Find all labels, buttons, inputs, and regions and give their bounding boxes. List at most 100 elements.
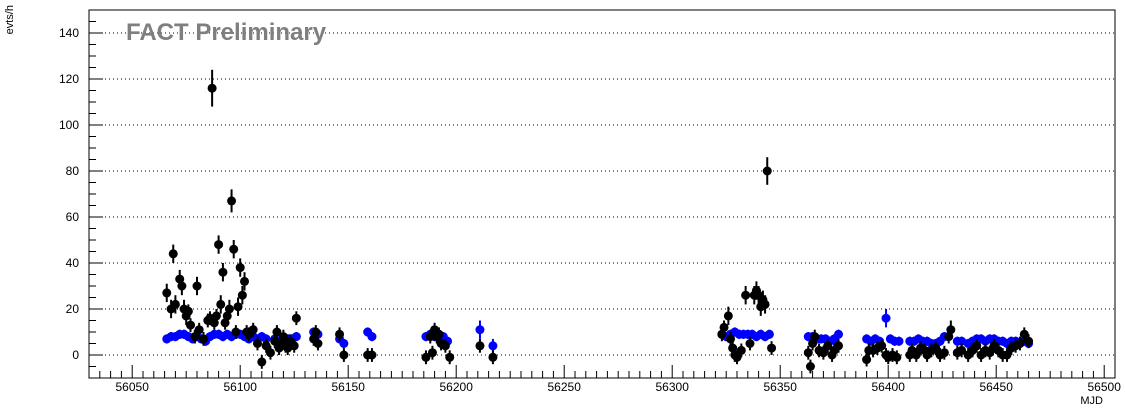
data-point <box>745 339 755 348</box>
data-point <box>278 332 288 342</box>
data-point <box>421 352 431 362</box>
data-point <box>291 332 301 342</box>
data-point <box>834 329 844 339</box>
data-point <box>339 350 349 360</box>
data-point <box>434 329 444 339</box>
data-point <box>488 352 498 362</box>
y-tick-label: 40 <box>66 256 80 270</box>
x-tick-label: 56350 <box>764 380 798 394</box>
x-tick-label: 56050 <box>116 380 150 394</box>
data-point <box>367 350 377 360</box>
data-point <box>177 281 187 291</box>
data-point <box>939 348 949 358</box>
data-point <box>892 352 902 362</box>
data-point <box>235 263 245 273</box>
data-point <box>877 341 887 351</box>
data-point <box>767 343 777 353</box>
y-tick-label: 100 <box>59 118 79 132</box>
y-tick-label: 20 <box>66 302 80 316</box>
data-point <box>339 339 349 348</box>
data-point <box>719 322 729 332</box>
data-point <box>741 290 751 300</box>
data-point <box>335 329 345 339</box>
plot-frame <box>88 9 1116 379</box>
data-point <box>427 348 437 358</box>
data-point <box>367 332 377 342</box>
data-point <box>272 327 282 337</box>
data-point <box>1024 336 1034 346</box>
data-point <box>862 355 872 365</box>
data-point <box>881 313 891 323</box>
data-point <box>311 327 321 337</box>
data-point <box>488 341 498 351</box>
data-point <box>972 341 982 351</box>
data-point <box>261 341 271 351</box>
data-point <box>823 341 833 351</box>
series-black <box>162 69 1034 374</box>
x-tick-label: 56500 <box>1088 380 1122 394</box>
data-point <box>931 343 941 353</box>
data-point <box>762 166 772 176</box>
data-point <box>248 325 258 335</box>
data-point <box>265 348 275 358</box>
data-point <box>233 302 243 312</box>
x-tick-label: 56400 <box>872 380 906 394</box>
y-tick-label: 140 <box>59 26 79 40</box>
data-point <box>186 320 196 330</box>
data-point <box>475 325 485 335</box>
data-series <box>162 69 1034 374</box>
x-axis-title: MJD <box>1080 395 1103 407</box>
data-point <box>257 357 267 367</box>
x-tick-label: 56200 <box>440 380 474 394</box>
data-point <box>1015 339 1025 348</box>
data-point <box>216 299 226 309</box>
data-point <box>227 196 237 206</box>
axes: 0 20 40 60 80 100 120 140 56050 56100 56150 56200 56… <box>59 21 1122 394</box>
data-point <box>732 352 742 362</box>
watermark-text: FACT Preliminary <box>126 19 327 46</box>
data-point <box>810 332 820 342</box>
x-tick-label: 56450 <box>980 380 1014 394</box>
data-point <box>229 244 239 254</box>
data-point <box>946 325 956 335</box>
data-point <box>805 362 815 371</box>
data-point <box>224 304 234 314</box>
data-point <box>911 350 921 360</box>
data-point <box>231 327 241 337</box>
x-tick-label: 56250 <box>548 380 582 394</box>
data-point <box>237 290 247 300</box>
y-tick-label: 0 <box>72 348 79 362</box>
data-point <box>723 311 733 321</box>
data-point <box>240 276 250 286</box>
y-tick-label: 80 <box>66 164 80 178</box>
data-point <box>252 339 262 348</box>
y-axis-title: evts/h <box>4 5 16 34</box>
x-tick-label: 56150 <box>332 380 366 394</box>
data-point <box>764 329 774 339</box>
data-point <box>214 240 224 250</box>
data-point <box>168 249 178 259</box>
data-point <box>183 306 193 316</box>
data-point <box>475 341 485 351</box>
data-point <box>190 332 200 342</box>
data-point <box>218 267 228 277</box>
data-point <box>192 281 202 291</box>
data-point <box>894 336 904 346</box>
x-tick-label: 56300 <box>656 380 690 394</box>
y-tick-label: 120 <box>59 72 79 86</box>
grid-lines <box>89 32 1115 356</box>
y-tick-label: 60 <box>66 210 80 224</box>
data-point <box>170 299 180 309</box>
data-point <box>834 341 844 351</box>
data-point <box>194 325 204 335</box>
data-point <box>736 345 746 355</box>
data-point <box>726 334 736 344</box>
data-point <box>291 313 301 323</box>
data-point <box>425 332 435 342</box>
data-point <box>289 341 299 351</box>
data-point <box>207 83 217 93</box>
data-point <box>985 348 995 358</box>
data-point <box>957 345 967 355</box>
